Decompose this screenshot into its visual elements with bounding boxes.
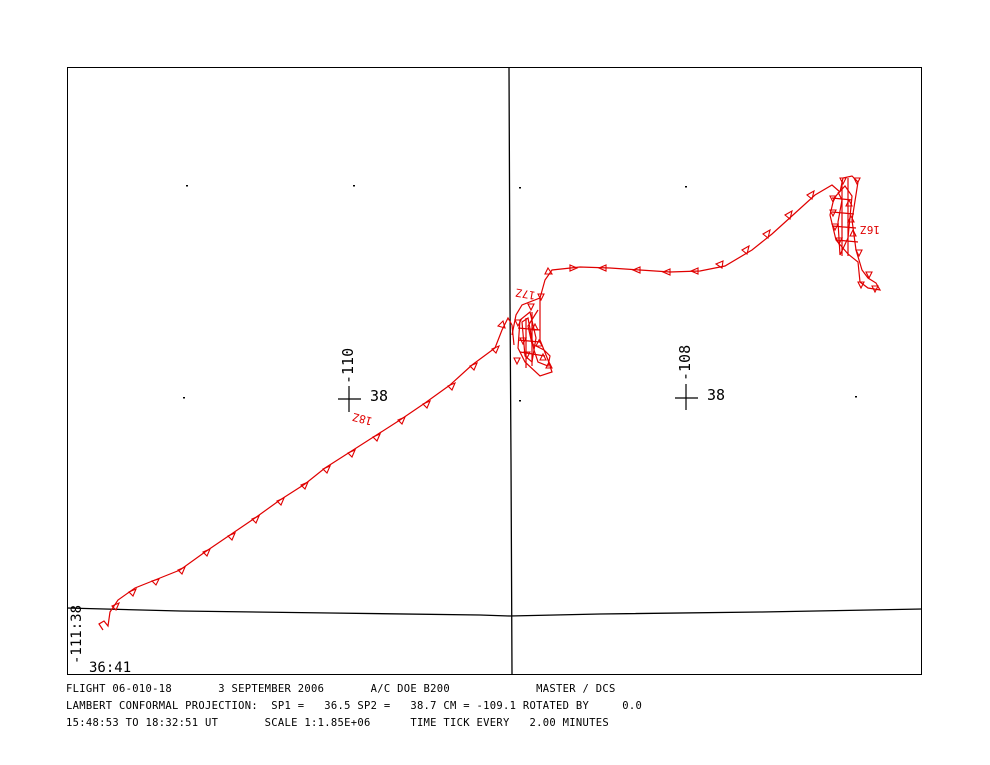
flight-track: [98, 175, 882, 631]
time-tick-markers: [111, 177, 879, 611]
corner-lat-label: 36:41: [89, 660, 131, 676]
footer-flight-info: FLIGHT 06-010-18 3 SEPTEMBER 2006 A/C DO…: [66, 683, 616, 695]
footer-projection-info: LAMBERT CONFORMAL PROJECTION: SP1 = 36.5…: [66, 700, 643, 712]
grid-lon-label: -110: [339, 348, 357, 384]
corner-lon-label: -111:38: [69, 605, 85, 664]
state-boundary-vertical: [508, 66, 513, 675]
footer-time-scale-info: 15:48:53 TO 18:32:51 UT SCALE 1:1.85E+06…: [66, 717, 609, 729]
grid-dots: [183, 185, 857, 402]
grid-lat-label: 38: [707, 386, 725, 404]
time-label-17z: 17Z: [514, 286, 536, 302]
time-label-18z: 18Z: [351, 410, 374, 428]
grid-lon-label: -108: [676, 345, 694, 381]
grid-cross-1: [338, 386, 361, 412]
grid-cross-2: [675, 384, 698, 410]
state-boundary-horizontal: [66, 607, 923, 617]
grid-lat-label: 38: [370, 387, 388, 405]
time-label-16z: 16Z: [860, 223, 880, 236]
map-frame: [67, 67, 922, 675]
